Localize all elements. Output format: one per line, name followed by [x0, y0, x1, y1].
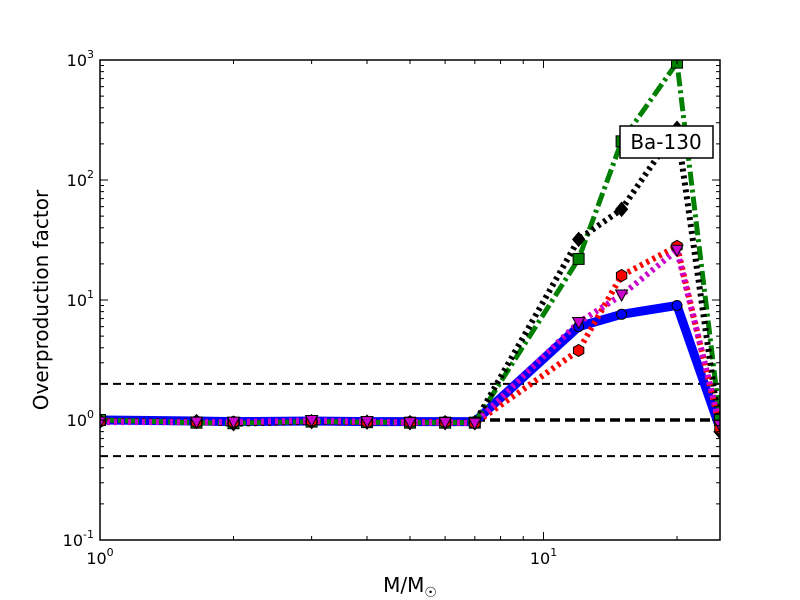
x-axis-label-text: M/M	[383, 573, 424, 597]
data-point	[304, 415, 319, 428]
data-point	[615, 268, 628, 283]
data-point	[467, 417, 482, 431]
data-point	[614, 289, 629, 303]
data-point	[572, 343, 585, 358]
annotation-box	[619, 125, 714, 159]
data-point	[614, 201, 629, 218]
data-point	[572, 252, 585, 265]
data-point	[438, 417, 452, 430]
data-point	[671, 299, 683, 311]
series-line-4	[100, 247, 720, 427]
x-tick-exponent: 0	[107, 546, 114, 559]
data-point	[670, 244, 684, 258]
y-tick-exponent: 3	[87, 48, 94, 61]
y-tick-label: 101	[67, 288, 94, 310]
y-tick-label: 10-1	[63, 528, 94, 550]
data-point	[360, 416, 374, 429]
annotation: Ba-130	[619, 125, 714, 159]
y-axis-label: Overproduction factor	[29, 189, 53, 410]
data-point	[403, 417, 417, 430]
y-tick-label: 102	[67, 168, 94, 190]
annotation-label: Ba-130	[630, 130, 701, 154]
y-tick-label: 100	[67, 408, 94, 430]
y-tick-exponent: 1	[87, 288, 94, 301]
y-tick-base: 10	[67, 291, 87, 310]
y-tick-label: 103	[67, 48, 94, 70]
y-tick-base: 10	[67, 171, 87, 190]
x-axis-label-subscript: ☉	[424, 585, 437, 600]
y-tick-exponent: 2	[87, 168, 94, 181]
data-point	[616, 308, 628, 320]
y-tick-base: 10	[67, 51, 87, 70]
x-tick-label: 101	[530, 546, 557, 568]
x-tick-exponent: 1	[550, 546, 557, 559]
data-point	[189, 416, 204, 430]
y-tick-base: 10	[67, 411, 87, 430]
axis-ticks	[99, 59, 720, 541]
x-tick-base: 10	[86, 549, 106, 568]
x-tick-base: 10	[530, 549, 550, 568]
data-point	[226, 416, 241, 430]
data-point	[571, 231, 586, 248]
data-point	[571, 316, 586, 330]
x-axis-label: M/M☉	[383, 573, 437, 600]
x-tick-label: 100	[86, 546, 113, 568]
data-point	[671, 60, 684, 69]
y-tick-base: 10	[63, 531, 83, 550]
y-tick-exponent: -1	[83, 528, 94, 541]
y-tick-exponent: 0	[87, 408, 94, 421]
